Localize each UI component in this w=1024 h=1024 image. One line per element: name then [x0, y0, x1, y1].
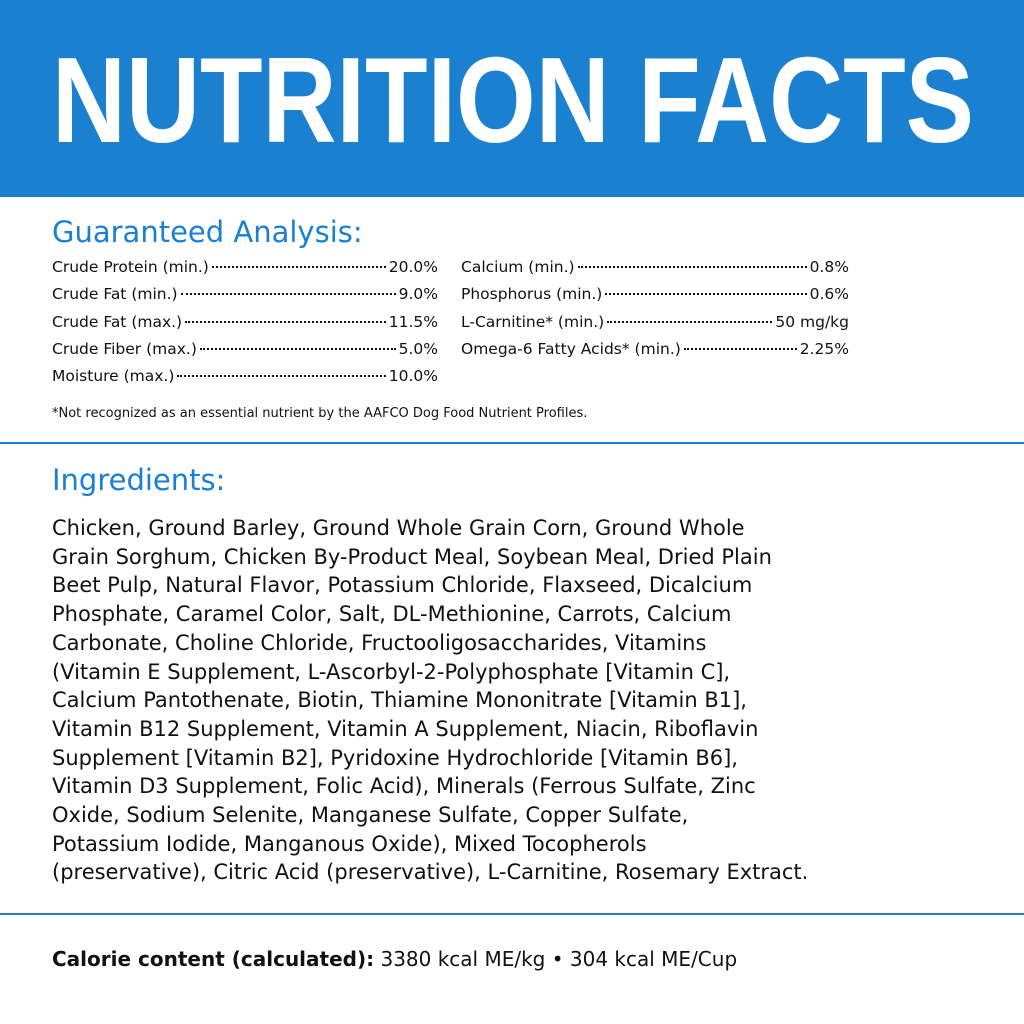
section-heading: Ingredients:: [52, 463, 226, 497]
dot-leader: [177, 375, 386, 378]
nutrient-label: Crude Fat (min.): [52, 285, 178, 304]
ingredient-line: Supplement [Vitamin B2], Pyridoxine Hydr…: [52, 745, 738, 770]
divider: [0, 442, 1024, 444]
nutrient-label: Crude Protein (min.): [52, 258, 209, 276]
analysis-row: L-Carnitine* (min.) 50 mg/kg: [461, 313, 849, 340]
ingredient-line: Beet Pulp, Natural Flavor, Potassium Chl…: [52, 573, 753, 598]
dot-leader: [577, 266, 807, 268]
dot-leader: [683, 347, 797, 350]
footnote: *Not recognized as an essential nutrient…: [52, 406, 588, 421]
analysis-row: Crude Protein (min.) 20.0%: [52, 258, 438, 285]
header: NUTRITION FACTS: [0, 0, 1024, 197]
nutrient-label: Crude Fiber (max.): [52, 339, 197, 358]
analysis-row: Omega-6 Fatty Acids* (min.) 2.25%: [461, 340, 849, 367]
analysis-row: Crude Fat (max.) 11.5%: [52, 313, 438, 340]
nutrient-value: 0.8%: [809, 258, 849, 276]
calorie-label: Calorie content (calculated):: [52, 947, 375, 971]
calorie-content: Calorie content (calculated): 3380 kcal …: [52, 947, 737, 971]
section-heading: Guaranteed Analysis:: [52, 215, 363, 249]
analysis-row: Crude Fiber (max.) 5.0%: [52, 340, 438, 367]
nutrient-value: 20.0%: [388, 258, 438, 276]
ingredient-line: Vitamin B12 Supplement, Vitamin A Supple…: [52, 716, 759, 741]
analysis-row: Crude Fat (min.) 9.0%: [52, 285, 438, 312]
nutrient-value: 10.0%: [388, 367, 438, 386]
nutrient-value: 9.0%: [398, 285, 438, 304]
analysis-row: Phosphorus (min.) 0.6%: [461, 285, 849, 312]
dot-leader: [180, 293, 396, 296]
ingredient-line: Vitamin D3 Supplement, Folic Acid), Mine…: [52, 774, 756, 799]
nutrient-label: Calcium (min.): [461, 258, 575, 276]
dot-leader: [607, 320, 773, 323]
ingredient-line: Phosphate, Caramel Color, Salt, DL-Methi…: [52, 602, 732, 627]
ingredients-text: Chicken, Ground Barley, Ground Whole Gra…: [52, 514, 808, 887]
ingredient-line: Potassium Iodide, Manganous Oxide), Mixe…: [52, 831, 647, 856]
nutrient-label: Omega-6 Fatty Acids* (min.): [461, 339, 681, 358]
ingredient-line: Chicken, Ground Barley, Ground Whole Gra…: [52, 516, 745, 540]
ingredient-line: Oxide, Sodium Selenite, Manganese Sulfat…: [52, 803, 689, 828]
ingredient-line: Calcium Pantothenate, Biotin, Thiamine M…: [52, 688, 747, 713]
dot-leader: [605, 293, 807, 296]
analysis-right: Calcium (min.) 0.8% Phosphorus (min.) 0.6% L…: [461, 258, 849, 367]
title: NUTRITION FACTS: [52, 32, 974, 168]
nutrient-value: 5.0%: [398, 339, 438, 358]
nutrient-label: L-Carnitine* (min.): [461, 312, 605, 331]
analysis-row: Moisture (max.) 10.0%: [52, 367, 438, 394]
ingredient-line: Carbonate, Choline Chloride, Fructooligo…: [52, 630, 707, 655]
dot-leader: [199, 347, 396, 350]
dot-leader: [185, 320, 386, 323]
nutrient-label: Moisture (max.): [52, 367, 175, 386]
dot-leader: [211, 266, 386, 268]
ingredient-line: (preservative), Citric Acid (preservativ…: [52, 860, 809, 885]
nutrient-label: Crude Fat (max.): [52, 312, 183, 331]
nutrient-value: 0.6%: [809, 285, 849, 304]
nutrient-value: 2.25%: [799, 339, 849, 358]
nutrient-label: Phosphorus (min.): [461, 285, 603, 304]
header-title-box: NUTRITION FACTS: [52, 32, 974, 168]
ingredient-line: Grain Sorghum, Chicken By-Product Meal, …: [52, 544, 772, 569]
nutrient-value: 50 mg/kg: [775, 312, 849, 331]
calorie-value: 3380 kcal ME/kg • 304 kcal ME/Cup: [380, 947, 738, 971]
divider: [0, 913, 1024, 915]
nutrient-value: 11.5%: [388, 312, 438, 331]
analysis-left: Crude Protein (min.) 20.0% Crude Fat (min.…: [52, 258, 438, 394]
analysis-row: Calcium (min.) 0.8%: [461, 258, 849, 285]
ingredient-line: (Vitamin E Supplement, L-Ascorbyl-2-Poly…: [52, 659, 731, 684]
